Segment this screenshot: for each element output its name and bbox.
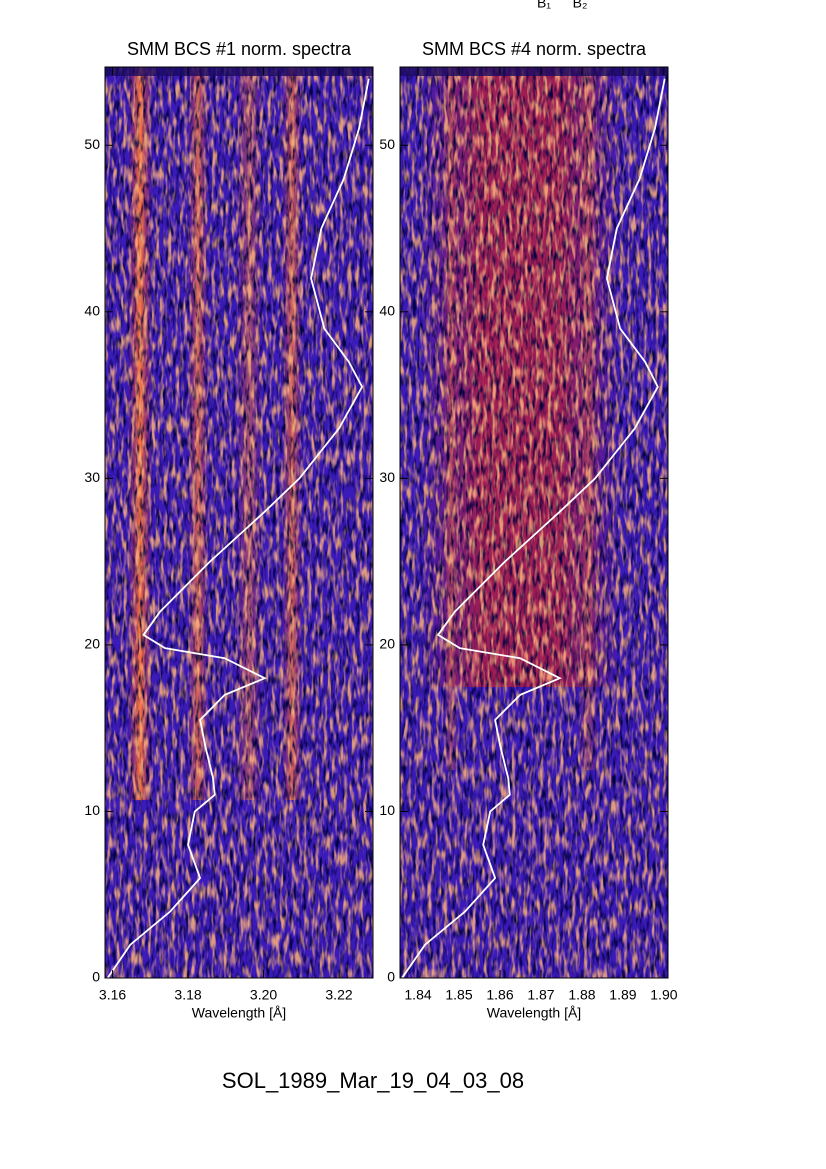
y-tick-label: 50	[379, 136, 395, 152]
x-tick-label: 1.89	[609, 987, 636, 1003]
plot-frame	[104, 66, 374, 979]
chart-title: SMM BCS #4 norm. spectra	[422, 39, 647, 59]
figure-caption: SOL_1989_Mar_19_04_03_08	[222, 1068, 524, 1093]
annotation: B₁	[537, 0, 551, 11]
x-tick-label: 1.86	[486, 987, 513, 1003]
x-tick-label: 1.90	[650, 987, 677, 1003]
heatmap	[400, 67, 668, 978]
x-axis-label: Wavelength [Å]	[487, 1005, 581, 1021]
light-curve	[401, 78, 666, 978]
x-tick-label: 3.18	[174, 987, 201, 1003]
y-tick-label: 10	[84, 802, 100, 818]
y-tick-label: 20	[379, 636, 395, 652]
heatmap-noise	[400, 67, 668, 978]
y-tick-label: 20	[84, 636, 100, 652]
light-curve	[106, 78, 370, 978]
x-tick-label: 3.22	[325, 987, 352, 1003]
y-tick-label: 0	[387, 969, 395, 985]
x-tick-label: 1.85	[445, 987, 472, 1003]
y-tick-label: 0	[92, 969, 100, 985]
y-tick-label: 40	[84, 303, 100, 319]
annotation: B₂	[573, 0, 588, 11]
x-tick-label: 1.88	[568, 987, 595, 1003]
y-tick-label: 40	[379, 303, 395, 319]
x-tick-label: 1.84	[404, 987, 431, 1003]
heatmap-top-band	[400, 67, 668, 76]
chart-title: SMM BCS #1 norm. spectra	[127, 39, 352, 59]
y-tick-label: 10	[379, 802, 395, 818]
heatmap-top-band	[105, 67, 373, 76]
x-tick-label: 1.87	[527, 987, 554, 1003]
x-axis-label: Wavelength [Å]	[192, 1005, 286, 1021]
x-tick-label: 3.16	[99, 987, 126, 1003]
plot-frame	[399, 66, 669, 979]
heatmap-noise	[105, 67, 373, 978]
heatmap	[105, 67, 373, 978]
y-tick-label: 50	[84, 136, 100, 152]
y-tick-label: 30	[84, 469, 100, 485]
x-tick-label: 3.20	[250, 987, 277, 1003]
y-tick-label: 30	[379, 469, 395, 485]
